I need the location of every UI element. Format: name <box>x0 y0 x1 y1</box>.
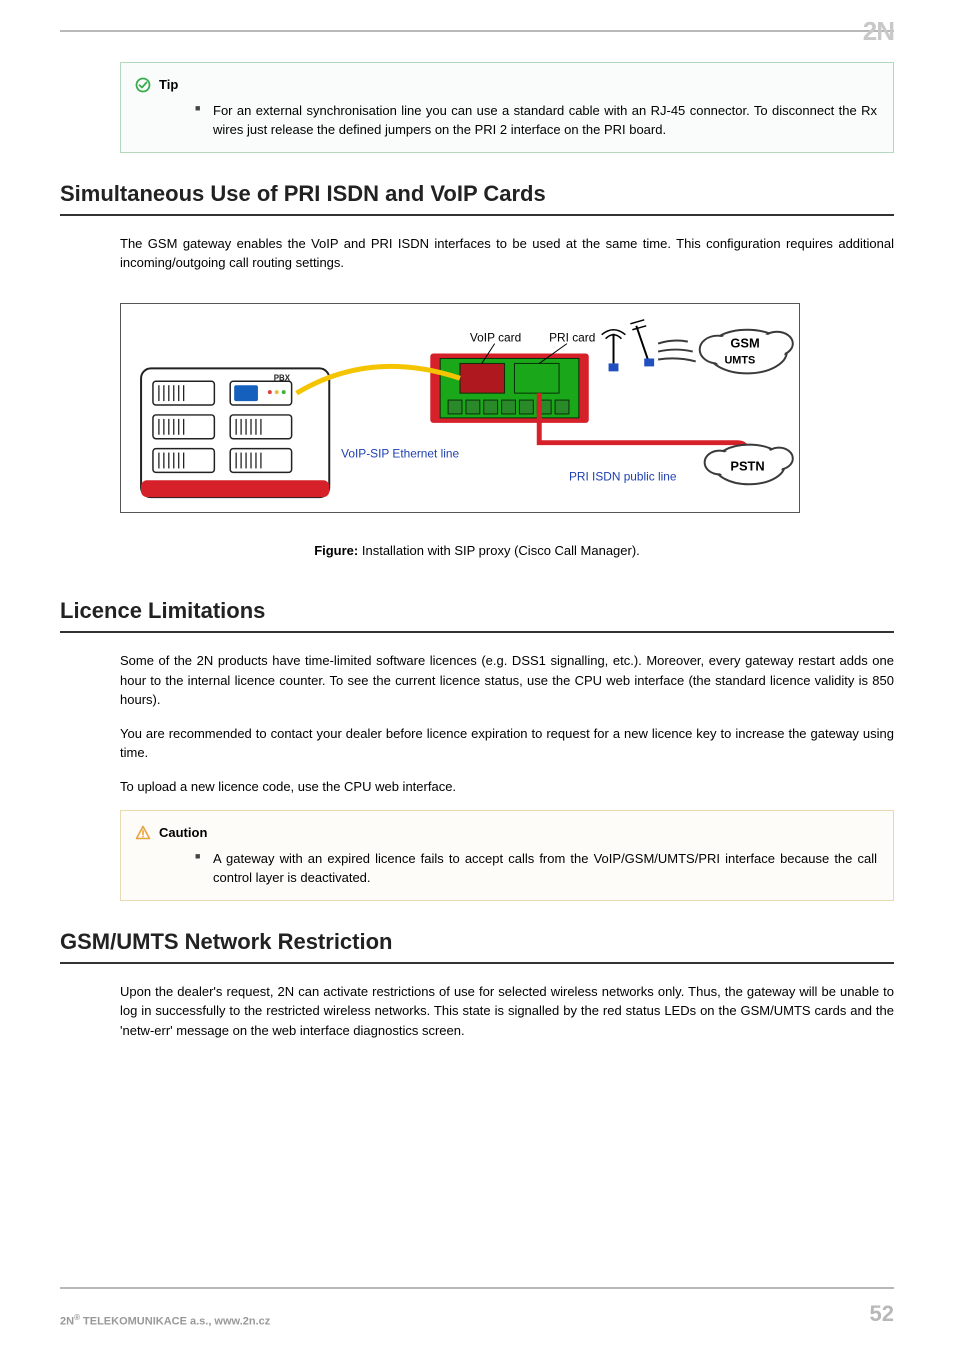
footer-company: 2N <box>60 1316 74 1328</box>
section-title-licence: Licence Limitations <box>60 594 894 633</box>
svg-text:PRI ISDN public line: PRI ISDN public line <box>569 469 677 483</box>
header-divider <box>60 30 894 32</box>
section-title-pri-voip: Simultaneous Use of PRI ISDN and VoIP Ca… <box>60 177 894 216</box>
svg-text:PBX: PBX <box>274 373 291 382</box>
svg-text:VoIP card: VoIP card <box>470 330 521 344</box>
svg-text:GSM: GSM <box>730 335 759 350</box>
paragraph: The GSM gateway enables the VoIP and PRI… <box>120 234 894 273</box>
paragraph: Some of the 2N products have time-limite… <box>120 651 894 710</box>
paragraph: You are recommended to contact your deal… <box>120 724 894 763</box>
svg-text:UMTS: UMTS <box>724 354 755 366</box>
figure-diagram: PBX VoIP card PRI card <box>120 303 894 513</box>
tip-callout: Tip For an external synchronisation line… <box>120 62 894 153</box>
paragraph: To upload a new licence code, use the CP… <box>120 777 894 797</box>
section-title-gsm-restriction: GSM/UMTS Network Restriction <box>60 925 894 964</box>
svg-text:PRI card: PRI card <box>549 330 595 344</box>
caution-title: Caution <box>159 823 207 843</box>
paragraph: Upon the dealer's request, 2N can activa… <box>120 982 894 1041</box>
caution-item: A gateway with an expired licence fails … <box>195 849 877 888</box>
caution-callout: Caution A gateway with an expired licenc… <box>120 810 894 901</box>
brand-logo: 2N <box>863 12 894 51</box>
tip-title: Tip <box>159 75 178 95</box>
tip-item: For an external synchronisation line you… <box>195 101 877 140</box>
footer-rest: TELEKOMUNIKACE a.s., www.2n.cz <box>80 1316 270 1328</box>
svg-text:VoIP-SIP Ethernet line: VoIP-SIP Ethernet line <box>341 446 459 460</box>
page-number: 52 <box>870 1297 894 1330</box>
warning-triangle-icon <box>135 825 151 841</box>
check-circle-icon <box>135 77 151 93</box>
page-footer: 2N® TELEKOMUNIKACE a.s., www.2n.cz 52 <box>60 1287 894 1330</box>
figure-caption: Figure: Installation with SIP proxy (Cis… <box>60 541 894 561</box>
svg-text:PSTN: PSTN <box>730 458 764 473</box>
